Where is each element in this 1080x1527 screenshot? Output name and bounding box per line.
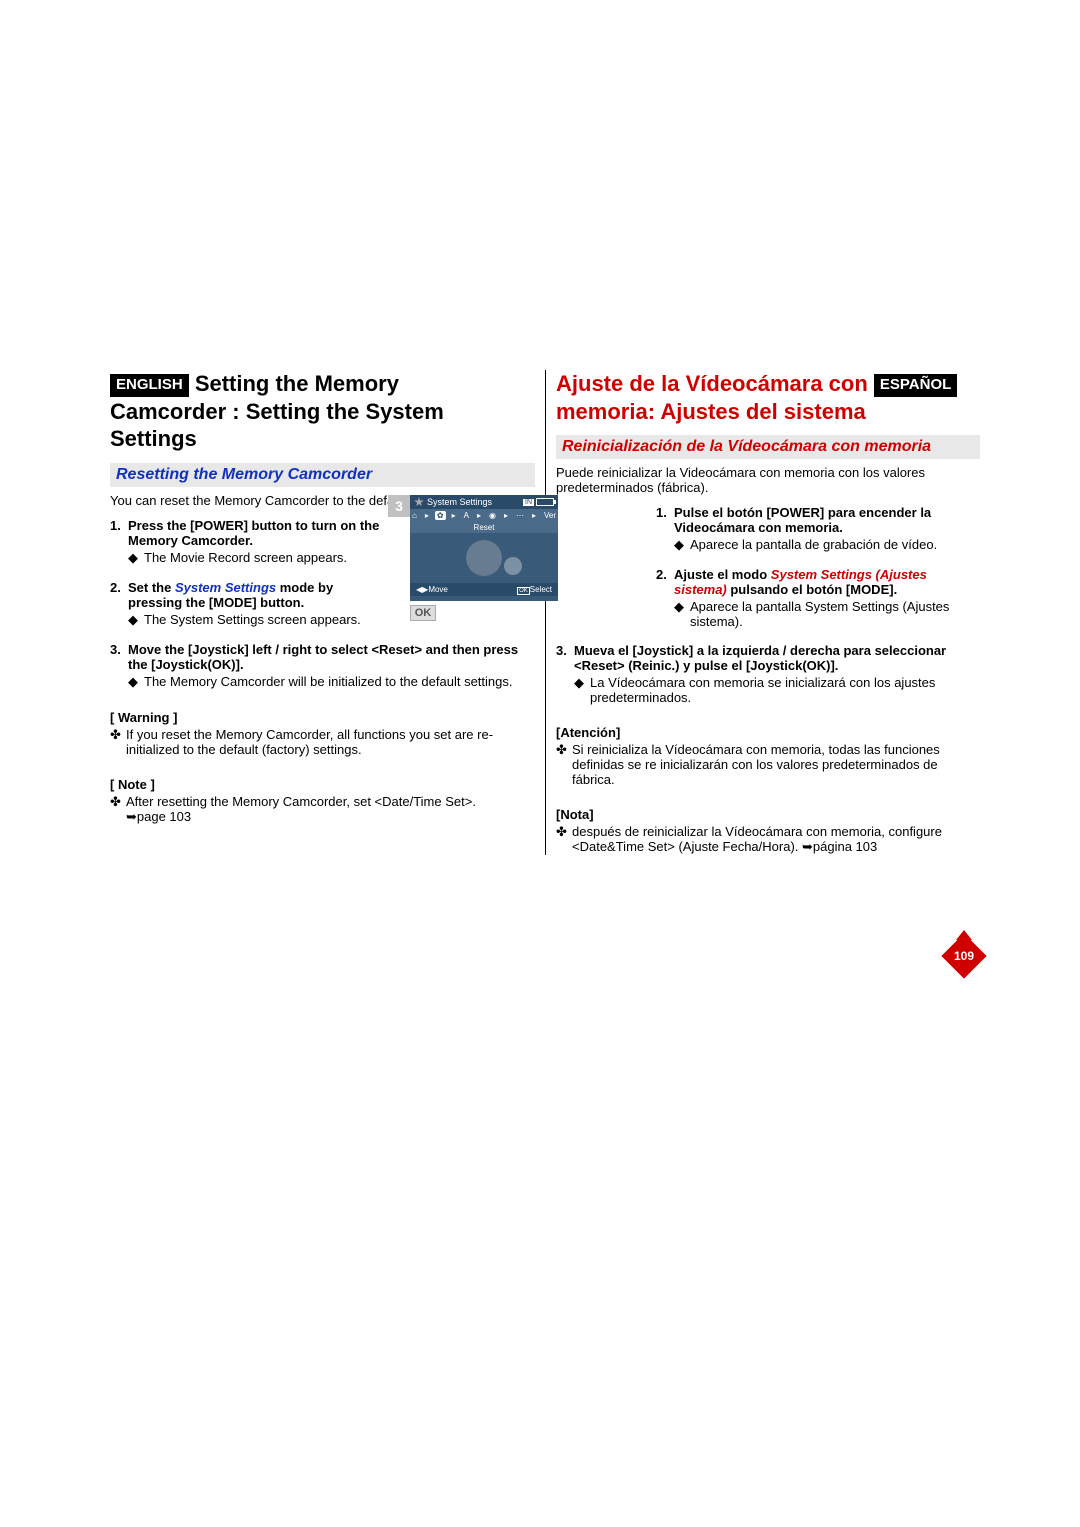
gear-icon <box>414 497 424 507</box>
spanish-intro: Puede reinicializar la Videocámara con m… <box>556 465 980 495</box>
step-bullet: The Movie Record screen appears. <box>144 550 347 566</box>
arrow-icon: ▸ <box>423 511 431 520</box>
screen-title-row: System Settings IN <box>410 495 558 509</box>
note-page-ref: ➥page 103 <box>126 809 191 824</box>
step-number: 1. <box>110 518 128 548</box>
clover-bullet-icon: ✤ <box>556 742 572 787</box>
spanish-subhead: Reinicialización de la Vídeocámara con m… <box>556 435 980 459</box>
step-number: 3. <box>556 643 574 673</box>
tab-icon: ▸ <box>475 511 483 520</box>
tab-icon: ⌂ <box>410 511 419 520</box>
step2-post: pulsando el botón [MODE]. <box>727 582 897 597</box>
step-bullet: Aparece la pantalla System Settings (Aju… <box>690 599 980 629</box>
step2-pre: Ajuste el modo <box>674 567 771 582</box>
note-text: After resetting the Memory Camcorder, se… <box>126 794 476 825</box>
english-step2: 2. Set the System Settings mode by press… <box>110 580 380 628</box>
warning-label: [ Warning ] <box>110 710 535 725</box>
diamond-bullet-icon: ◆ <box>128 674 144 690</box>
warning-text: If you reset the Memory Camcorder, all f… <box>126 727 535 757</box>
step-bullet: The Memory Camcorder will be initialized… <box>144 674 513 690</box>
step2-pre: Set the <box>128 580 175 595</box>
ok-button-label: OK <box>410 605 436 621</box>
note-body: After resetting the Memory Camcorder, se… <box>126 794 476 809</box>
step-number: 1. <box>656 505 674 535</box>
spanish-steps-indented: 1. Pulse el botón [POWER] para encender … <box>556 505 980 629</box>
step-number: 2. <box>110 580 128 610</box>
settings-tab-row: ⌂ ▸ ✿ ▸ A ▸ ◉ ▸ ⋯ ▸ Ver <box>410 509 558 522</box>
spanish-lang-tag: ESPAÑOL <box>874 374 957 397</box>
tab-icon: ⋯ <box>514 511 526 520</box>
tab-icon: ▸ <box>502 511 510 520</box>
select-hint: OKSelect <box>517 585 552 594</box>
warning-label-es: [Atención] <box>556 725 980 740</box>
big-gear-icon <box>466 540 502 576</box>
spanish-step3: 3. Mueva el [Joystick] a la izquierda / … <box>556 643 980 705</box>
step-number: 2. <box>656 567 674 597</box>
tab-icon: ▸ <box>530 511 538 520</box>
storage-indicator: IN <box>523 499 534 506</box>
screen-title: System Settings <box>427 497 492 507</box>
step-number: 3. <box>110 642 128 672</box>
tab-icon: ◉ <box>487 511 498 520</box>
clover-bullet-icon: ✤ <box>110 727 126 757</box>
note-label-es: [Nota] <box>556 807 980 822</box>
note-label: [ Note ] <box>110 777 535 792</box>
step-heading: Ajuste el modo System Settings (Ajustes … <box>674 567 980 597</box>
note-text-es: después de reinicializar la Vídeocámara … <box>572 824 980 855</box>
diamond-bullet-icon: ◆ <box>574 675 590 705</box>
spanish-step2: 2. Ajuste el modo System Settings (Ajust… <box>656 567 980 629</box>
step-heading: Move the [Joystick] left / right to sele… <box>128 642 535 672</box>
diamond-bullet-icon: ◆ <box>674 599 690 629</box>
step2-italic: System Settings <box>175 580 276 595</box>
tab-icon: A <box>462 511 471 520</box>
device-screen: System Settings IN ⌂ ▸ ✿ ▸ A ▸ ◉ ▸ ⋯ ▸ V… <box>410 495 558 601</box>
spanish-step1: 1. Pulse el botón [POWER] para encender … <box>656 505 980 553</box>
step-heading: Pulse el botón [POWER] para encender la … <box>674 505 980 535</box>
select-label: Select <box>530 585 552 594</box>
step-heading: Mueva el [Joystick] a la izquierda / der… <box>574 643 980 673</box>
screenshot-step-circle: 3 <box>388 495 410 517</box>
english-title-line2: Camcorder : Setting the System Settings <box>110 399 444 452</box>
english-subhead: Resetting the Memory Camcorder <box>110 463 535 487</box>
spanish-title-line1: Ajuste de la Vídeocámara con <box>556 371 868 396</box>
warning-text-es: Si reinicializa la Vídeocámara con memor… <box>572 742 980 787</box>
step-bullet: The System Settings screen appears. <box>144 612 361 628</box>
selected-gear-icon: ✿ <box>435 511 446 520</box>
english-title-line1: Setting the Memory <box>195 371 399 396</box>
screen-footer: ◀▶Move OKSelect <box>410 583 558 596</box>
arrow-icon: ▸ <box>450 511 458 520</box>
clover-bullet-icon: ✤ <box>110 794 126 825</box>
gear-illustration <box>410 533 558 583</box>
english-step1: 1. Press the [POWER] button to turn on t… <box>110 518 380 566</box>
diamond-bullet-icon: ◆ <box>674 537 690 553</box>
diamond-bullet-icon: ◆ <box>128 550 144 566</box>
english-title: ENGLISH Setting the Memory Camcorder : S… <box>110 370 535 453</box>
page-number: 109 <box>948 940 980 972</box>
device-screenshot: 3 System Settings IN ⌂ ▸ ✿ ▸ A ▸ ◉ <box>388 495 558 621</box>
step-bullet: La Vídeocámara con memoria se inicializa… <box>590 675 980 705</box>
selected-tab-label: Reset <box>410 522 558 533</box>
move-label: Move <box>428 585 448 594</box>
small-gear-icon <box>504 557 522 575</box>
english-steps-narrow: 1. Press the [POWER] button to turn on t… <box>110 518 380 628</box>
clover-bullet-icon: ✤ <box>556 824 572 855</box>
battery-icon <box>536 498 554 506</box>
spanish-title: Ajuste de la Vídeocámara con ESPAÑOL mem… <box>556 370 980 425</box>
spanish-column: Ajuste de la Vídeocámara con ESPAÑOL mem… <box>545 370 980 855</box>
english-step3: 3. Move the [Joystick] left / right to s… <box>110 642 535 690</box>
step-heading: Press the [POWER] button to turn on the … <box>128 518 380 548</box>
step-heading: Set the System Settings mode by pressing… <box>128 580 380 610</box>
move-hint: ◀▶Move <box>416 585 448 594</box>
tab-icon: Ver <box>542 511 558 520</box>
page-number-badge: 109 <box>948 940 980 972</box>
diamond-bullet-icon: ◆ <box>128 612 144 628</box>
step-bullet: Aparece la pantalla de grabación de víde… <box>690 537 937 553</box>
manual-page: ENGLISH Setting the Memory Camcorder : S… <box>0 0 1080 895</box>
spanish-title-line2: memoria: Ajustes del sistema <box>556 399 866 424</box>
english-lang-tag: ENGLISH <box>110 374 189 397</box>
